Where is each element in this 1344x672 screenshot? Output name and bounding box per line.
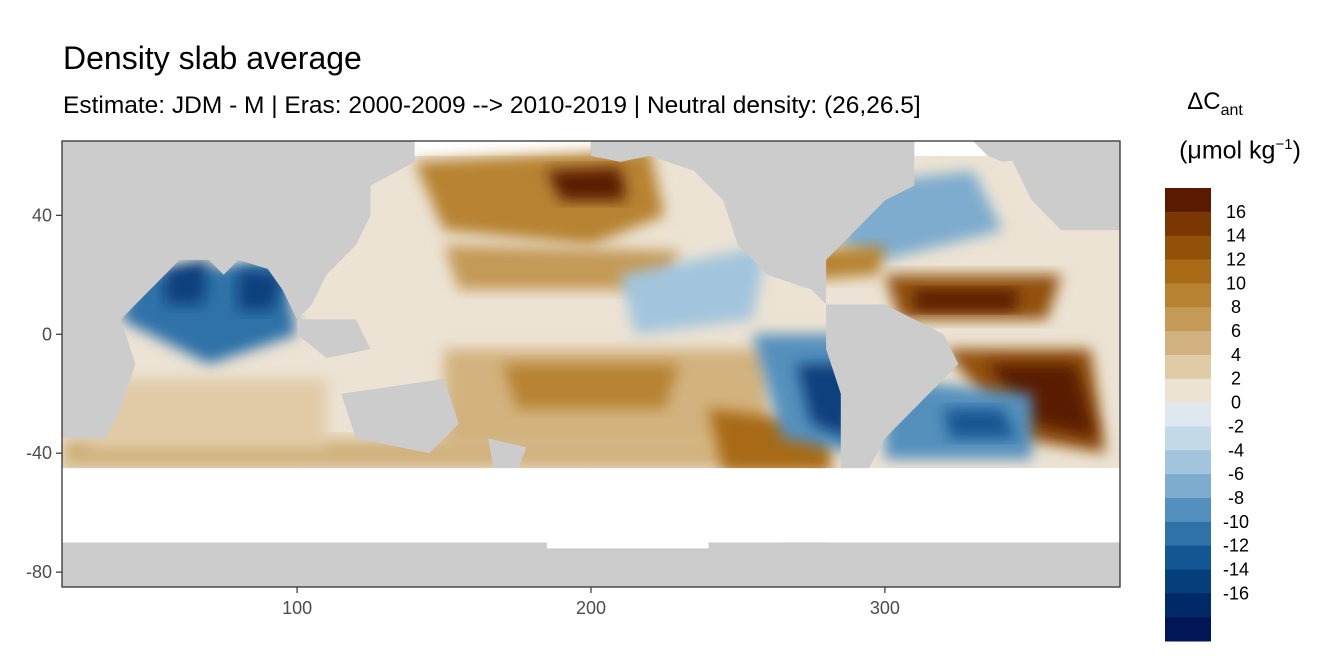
legend-tick-label-12: -8	[1228, 488, 1244, 508]
legend-tick-label-2: 12	[1226, 250, 1246, 270]
y-tick-label-40: 40	[32, 205, 52, 225]
legend-swatch-8	[1165, 378, 1211, 404]
y-tick-label--40: -40	[26, 443, 52, 463]
legend-tick-label-11: -6	[1228, 464, 1244, 484]
land-maritime-continent	[297, 319, 371, 359]
legend-swatch-9	[1165, 402, 1211, 427]
land-north-america	[591, 141, 915, 305]
land-south-america	[826, 304, 959, 483]
legend-swatch-10	[1165, 426, 1211, 451]
legend-swatch-18	[1165, 617, 1211, 642]
legend-swatch-17	[1165, 593, 1211, 618]
legend-swatch-7	[1165, 354, 1211, 380]
legend-swatch-3	[1165, 259, 1211, 284]
land-australia	[341, 378, 459, 454]
field-south-atlantic-core	[987, 364, 1097, 439]
legend-units-prefix: (μmol kg	[1179, 136, 1276, 165]
legend-title-main: ΔC	[1187, 88, 1221, 115]
y-tick-label--80: -80	[26, 562, 52, 582]
field-bay-of-bengal	[238, 268, 283, 311]
legend-tick-label-4: 8	[1231, 297, 1241, 317]
legend-tick-label-1: 14	[1226, 226, 1246, 246]
legend-swatch-1	[1165, 211, 1211, 237]
land-antarctica	[62, 542, 1120, 587]
land-new-zealand	[488, 438, 527, 472]
missing-layer	[62, 468, 1120, 549]
legend-tick-label-14: -12	[1223, 536, 1249, 556]
legend-title: ΔCant	[1165, 88, 1265, 120]
legend-tick-label-15: -14	[1223, 559, 1249, 579]
legend-swatch-15	[1165, 545, 1211, 570]
legend-tick-label-10: -4	[1228, 440, 1244, 460]
land-europe	[1002, 141, 1120, 231]
legend-swatch-13	[1165, 497, 1211, 523]
chart-title: Density slab average	[63, 40, 362, 76]
legend-swatch-12	[1165, 474, 1211, 499]
legend-tick-label-8: 0	[1231, 393, 1241, 413]
legend-tick-label-16: -16	[1223, 583, 1249, 603]
missing-southern-ocean	[62, 468, 1120, 543]
legend-swatch-6	[1165, 331, 1211, 356]
legend-tick-label-7: 2	[1231, 369, 1241, 389]
field-north-pacific-subtropic	[444, 245, 680, 290]
missing-ross-shelf	[546, 536, 709, 549]
field-arabian-sea	[164, 259, 209, 305]
legend-tick-label-0: 16	[1226, 202, 1246, 222]
legend-tick-label-3: 10	[1226, 273, 1246, 293]
field-north-atlantic-core	[914, 289, 1018, 311]
legend-swatch-4	[1165, 283, 1211, 308]
chart-subtitle: Estimate: JDM - M | Eras: 2000-2009 --> …	[63, 92, 921, 119]
legend-units-sup: −1	[1275, 136, 1293, 153]
legend-units-suffix: )	[1292, 136, 1301, 165]
legend-tick-label-5: 6	[1231, 321, 1241, 341]
legend-units: (μmol kg−1)	[1160, 136, 1320, 165]
legend-swatch-5	[1165, 307, 1211, 332]
legend-tick-label-13: -10	[1223, 512, 1249, 532]
land-layer	[62, 141, 1120, 587]
x-tick-label-100: 100	[282, 598, 312, 618]
legend-tick-label-6: 4	[1231, 345, 1241, 365]
field-south-pacific-core	[502, 364, 680, 409]
legend-swatch-2	[1165, 235, 1211, 261]
legend-colorbar	[1165, 188, 1211, 642]
field-south-atlantic-deep	[943, 408, 1018, 439]
land-eurasia-africa	[62, 141, 415, 439]
legend-tick-label-9: -2	[1228, 416, 1244, 436]
field-tropical-pacific	[620, 245, 768, 335]
field-south-indian	[91, 378, 327, 448]
legend-title-sub: ant	[1220, 101, 1243, 119]
y-tick-label-0: 0	[42, 324, 52, 344]
field-north-pacific-core	[546, 167, 627, 201]
legend-swatch-14	[1165, 521, 1211, 547]
missing-drake	[840, 488, 885, 513]
legend-swatch-11	[1165, 450, 1211, 475]
legend-swatch-16	[1165, 569, 1211, 594]
legend-swatch-0	[1165, 188, 1211, 213]
map-layer	[62, 141, 1120, 587]
x-tick-label-200: 200	[576, 598, 606, 618]
x-tick-label-300: 300	[870, 598, 900, 618]
